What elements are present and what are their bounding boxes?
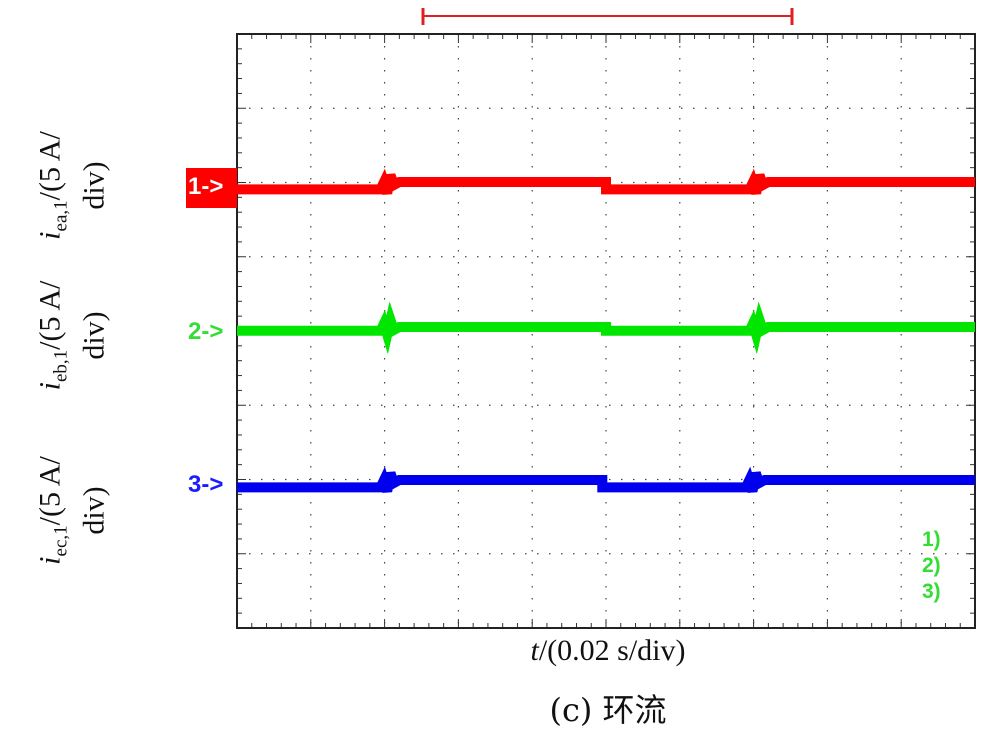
legend-entry-3: 3) bbox=[922, 580, 941, 603]
legend-entry-2: 2) bbox=[922, 554, 941, 577]
trace-ch3 bbox=[237, 466, 975, 493]
trace-ch2 bbox=[237, 301, 975, 355]
y-label-ch2: ieb,1/(5 A/ div) bbox=[34, 251, 111, 421]
y-label-ch2-unit: /(5 A/ bbox=[33, 280, 67, 350]
y-label-ch3-sub: ec,1 bbox=[50, 525, 72, 557]
x-axis-unit: /(0.02 s/div) bbox=[538, 634, 686, 667]
y-label-ch3-unit: /(5 A/ bbox=[33, 456, 67, 526]
trace-group bbox=[237, 168, 975, 493]
x-axis-label: t/(0.02 s/div) bbox=[0, 634, 994, 668]
x-axis-var: t bbox=[530, 634, 539, 667]
channel-markers: 1-> 2-> 3-> bbox=[186, 168, 237, 498]
y-label-ch2-var: i bbox=[33, 382, 67, 391]
y-label-ch2-sub: eb,1 bbox=[50, 349, 72, 383]
y-label-ch3-var: i bbox=[33, 556, 67, 565]
legend-entry-1: 1) bbox=[922, 528, 941, 551]
figure-caption: (c) 环流 bbox=[549, 691, 667, 729]
y-label-ch3: iec,1/(5 A/ div) bbox=[34, 426, 111, 596]
y-label-ch1-var: i bbox=[33, 231, 67, 240]
channel-legend: 1) 2) 3) bbox=[922, 528, 941, 603]
trace-ch1 bbox=[237, 168, 975, 195]
y-label-ch1-unit: /(5 A/ bbox=[33, 131, 67, 201]
y-label-ch1-unit2: div) bbox=[77, 161, 111, 210]
marker-ch2: 2-> bbox=[188, 318, 223, 345]
y-label-ch3-unit2: div) bbox=[77, 486, 111, 535]
marker-ch3: 3-> bbox=[188, 471, 223, 498]
y-label-ch1-sub: ea,1 bbox=[50, 200, 72, 232]
y-label-ch2-unit2: div) bbox=[77, 311, 111, 360]
trigger-bracket bbox=[421, 8, 794, 25]
marker-ch1: 1-> bbox=[188, 173, 223, 200]
marker-ch1-box bbox=[186, 168, 237, 208]
y-label-ch1: iea,1/(5 A/ div) bbox=[34, 101, 111, 271]
